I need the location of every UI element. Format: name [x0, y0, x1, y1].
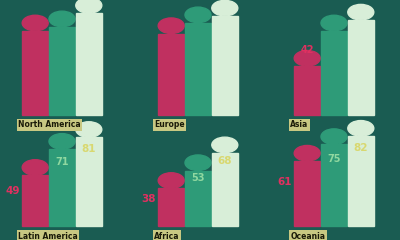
Text: Oceania: Oceania	[290, 232, 325, 240]
Ellipse shape	[294, 50, 320, 66]
Ellipse shape	[158, 173, 184, 188]
Bar	[294, 66, 320, 115]
Bar	[76, 13, 102, 115]
Text: North America: North America	[18, 120, 81, 129]
Ellipse shape	[321, 15, 347, 31]
Bar	[49, 149, 75, 226]
Ellipse shape	[76, 0, 102, 13]
Ellipse shape	[348, 120, 374, 136]
Text: 49: 49	[6, 186, 20, 196]
Bar	[49, 27, 75, 115]
Ellipse shape	[49, 134, 75, 149]
Ellipse shape	[185, 7, 211, 23]
Text: Latin America: Latin America	[18, 232, 78, 240]
Ellipse shape	[212, 137, 238, 153]
Text: 38: 38	[142, 194, 156, 204]
Bar	[185, 23, 211, 115]
Text: Africa: Africa	[154, 232, 180, 240]
Ellipse shape	[348, 4, 374, 20]
Ellipse shape	[22, 15, 48, 31]
Bar	[22, 31, 48, 115]
Ellipse shape	[76, 122, 102, 137]
Bar	[158, 188, 184, 226]
Text: Asia: Asia	[290, 120, 308, 129]
Bar	[321, 144, 347, 226]
Ellipse shape	[49, 11, 75, 27]
Bar	[294, 161, 320, 226]
Ellipse shape	[22, 160, 48, 175]
Ellipse shape	[212, 0, 238, 16]
Text: Europe: Europe	[154, 120, 185, 129]
Text: 61: 61	[278, 177, 292, 187]
Text: 42: 42	[300, 45, 314, 55]
Bar	[348, 20, 374, 115]
Ellipse shape	[185, 155, 211, 171]
Bar	[185, 171, 211, 226]
Text: 68: 68	[218, 156, 232, 166]
Bar	[348, 136, 374, 226]
Text: 75: 75	[327, 154, 341, 164]
Ellipse shape	[321, 129, 347, 144]
Bar	[321, 31, 347, 115]
Text: 81: 81	[82, 144, 96, 154]
Bar	[212, 153, 238, 226]
Text: 82: 82	[354, 143, 368, 153]
Text: 71: 71	[55, 157, 69, 168]
Text: 53: 53	[191, 174, 205, 183]
Ellipse shape	[158, 18, 184, 34]
Bar	[158, 34, 184, 115]
Bar	[76, 137, 102, 226]
Ellipse shape	[294, 145, 320, 161]
Bar	[212, 16, 238, 115]
Bar	[22, 175, 48, 226]
